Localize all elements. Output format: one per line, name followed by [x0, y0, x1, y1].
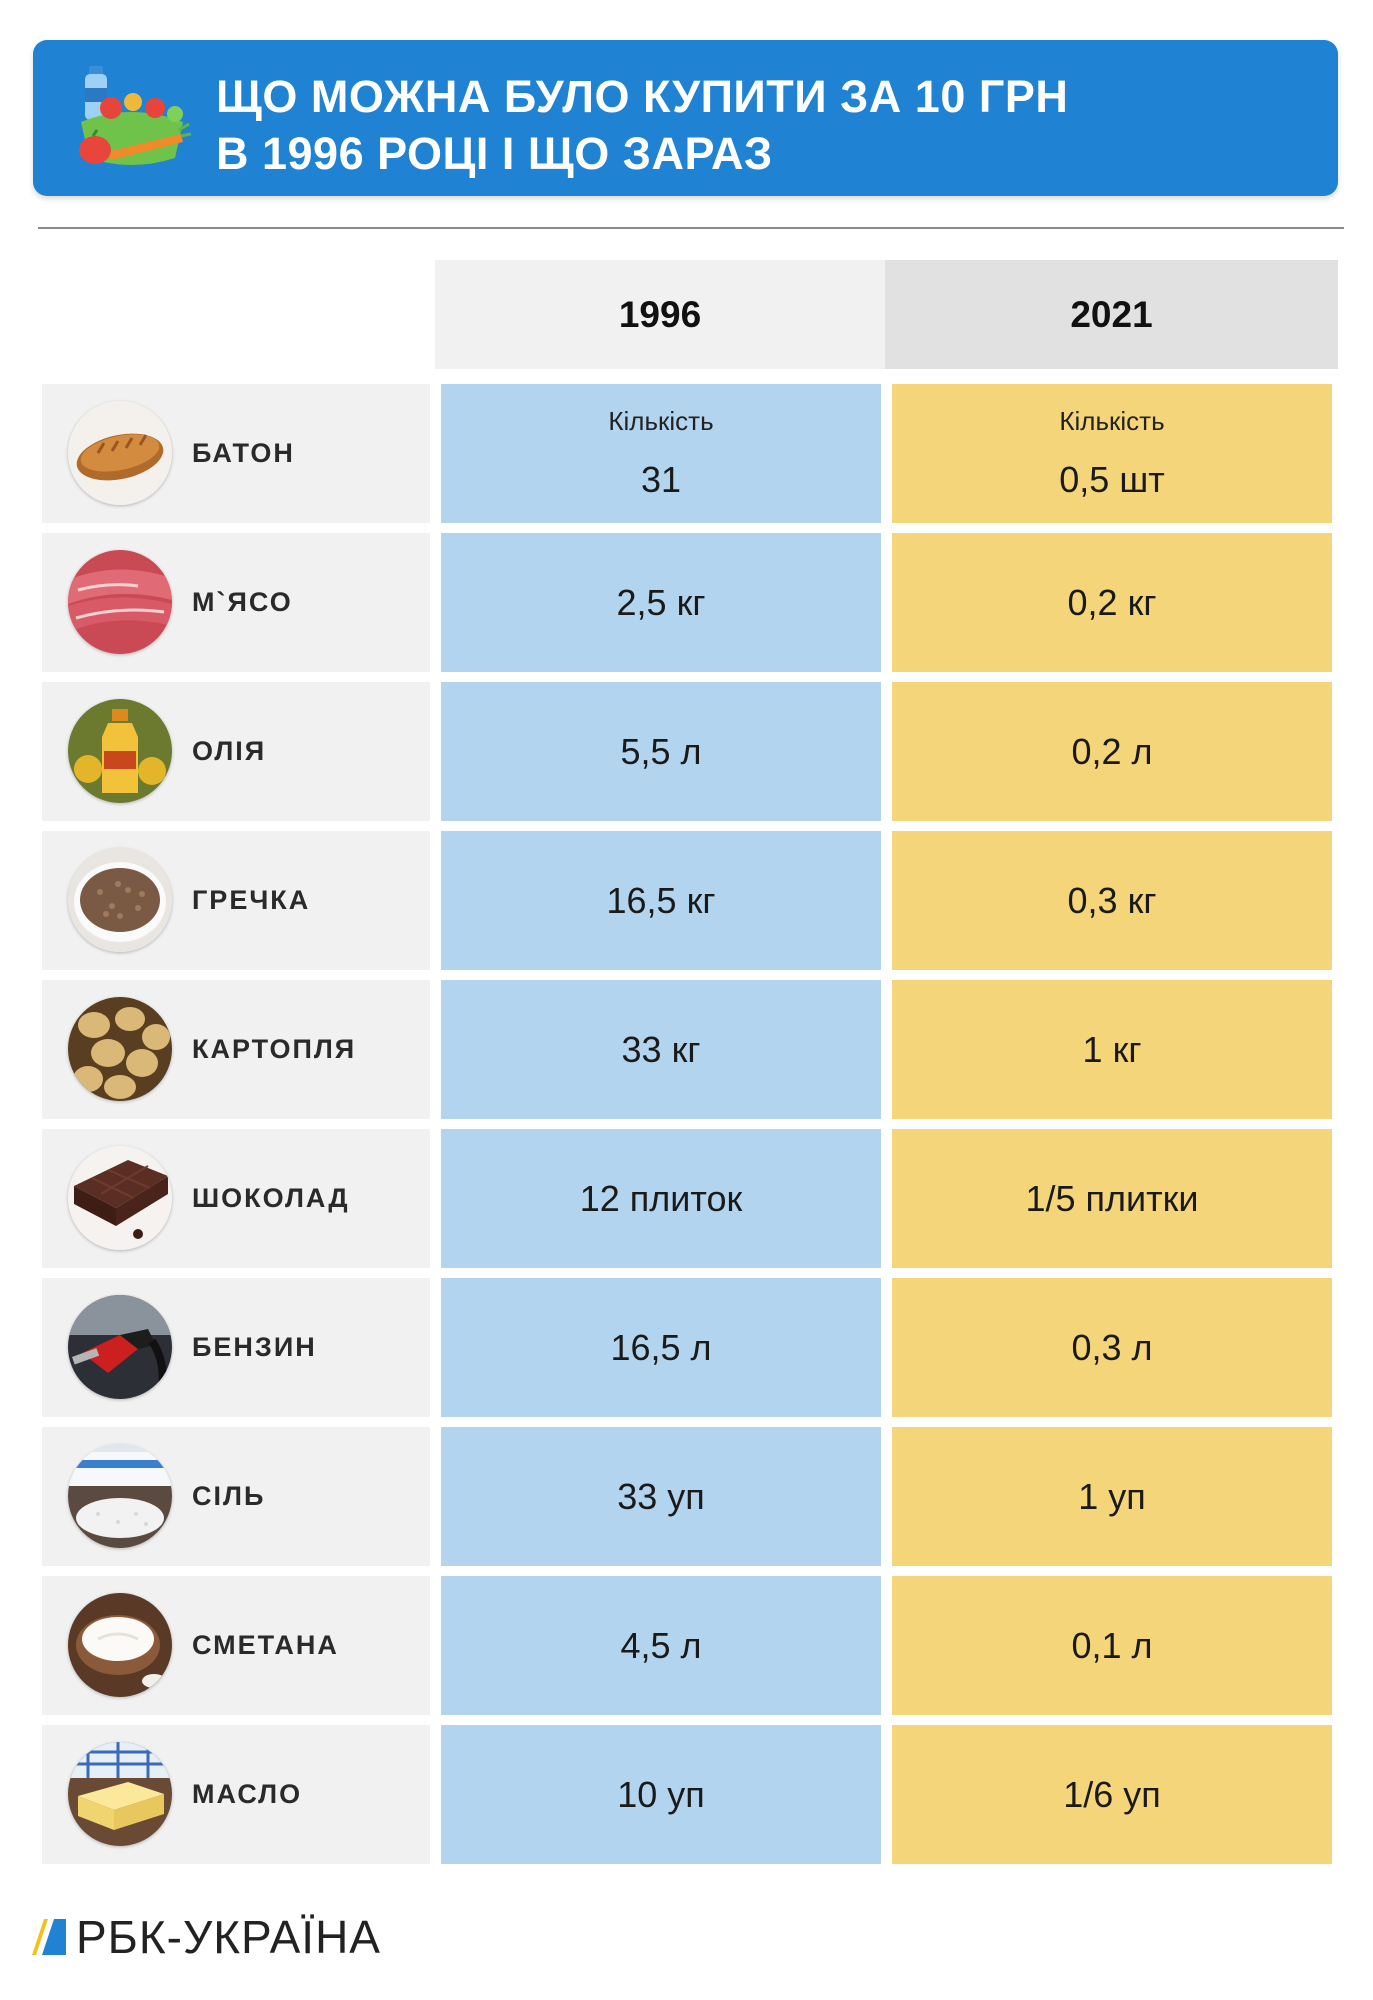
value-2021: 0,3 кг	[892, 831, 1332, 970]
value-2021-text: 1/5 плитки	[1025, 1177, 1199, 1219]
value-1996: 4,5 л	[441, 1576, 881, 1715]
value-1996-text: 2,5 кг	[616, 581, 706, 623]
item-label: СІЛЬ	[192, 1481, 266, 1511]
table-row: ГРЕЧКА 16,5 кг 0,3 кг	[0, 831, 1373, 970]
value-2021: 0,2 кг	[892, 533, 1332, 672]
item-label: СМЕТАНА	[192, 1630, 339, 1660]
value-2021: Кількість 0,5 шт	[892, 384, 1332, 523]
value-2021: 0,1 л	[892, 1576, 1332, 1715]
value-1996-text: 10 уп	[617, 1773, 705, 1815]
header-banner: ЩО МОЖНА БУЛО КУПИТИ ЗА 10 ГРН В 1996 РО…	[33, 40, 1338, 196]
value-2021-text: 0,3 л	[1071, 1326, 1153, 1368]
value-2021: 1/6 уп	[892, 1725, 1332, 1864]
fuel-nozzle-icon	[68, 1295, 172, 1399]
value-1996: 16,5 кг	[441, 831, 881, 970]
item-cell: М`ЯСО	[42, 533, 430, 672]
item-cell: ГРЕЧКА	[42, 831, 430, 970]
table-row: ОЛІЯ 5,5 л 0,2 л	[0, 682, 1373, 821]
item-label: БАТОН	[192, 438, 295, 468]
value-2021-text: 1 кг	[1082, 1028, 1142, 1070]
table-row: БЕНЗИН 16,5 л 0,3 л	[0, 1278, 1373, 1417]
salt-icon	[68, 1444, 172, 1548]
buckwheat-icon	[68, 848, 172, 952]
value-1996-text: 12 плиток	[579, 1177, 743, 1219]
item-cell: МАСЛО	[42, 1725, 430, 1864]
divider	[38, 227, 1344, 229]
item-cell: ОЛІЯ	[42, 682, 430, 821]
value-1996: Кількість 31	[441, 384, 881, 523]
item-label: МАСЛО	[192, 1779, 303, 1809]
butter-icon	[68, 1742, 172, 1846]
value-1996: 2,5 кг	[441, 533, 881, 672]
rbc-ukraine-logo[interactable]: РБК-УКРАЇНА	[32, 1911, 381, 1963]
value-2021-text: 0,3 кг	[1067, 879, 1157, 921]
value-1996: 16,5 л	[441, 1278, 881, 1417]
item-label: ГРЕЧКА	[192, 885, 311, 915]
quantity-label: Кількість	[1059, 406, 1165, 436]
value-1996-text: 16,5 кг	[606, 879, 716, 921]
chocolate-icon	[68, 1146, 172, 1250]
column-header-2021: 2021	[885, 260, 1338, 369]
item-label: КАРТОПЛЯ	[192, 1034, 357, 1064]
value-2021-text: 1 уп	[1078, 1475, 1146, 1517]
value-2021: 0,2 л	[892, 682, 1332, 821]
value-1996: 10 уп	[441, 1725, 881, 1864]
title-line-1: ЩО МОЖНА БУЛО КУПИТИ ЗА 10 ГРН	[216, 71, 1069, 122]
item-cell: БАТОН	[42, 384, 430, 523]
value-2021-text: 0,2 кг	[1067, 581, 1157, 623]
item-label: М`ЯСО	[192, 587, 293, 617]
table-row: М`ЯСО 2,5 кг 0,2 кг	[0, 533, 1373, 672]
table-row: БАТОН Кількість 31 Кількість 0,5 шт	[0, 384, 1373, 523]
value-1996: 5,5 л	[441, 682, 881, 821]
value-2021: 1 кг	[892, 980, 1332, 1119]
item-cell: БЕНЗИН	[42, 1278, 430, 1417]
value-1996-text: 31	[640, 459, 682, 500]
meat-icon	[68, 550, 172, 654]
value-1996: 33 кг	[441, 980, 881, 1119]
value-1996-text: 33 кг	[621, 1028, 701, 1070]
table-row: СІЛЬ 33 уп 1 уп	[0, 1427, 1373, 1566]
rbc-ukraine-logo-icon	[32, 1919, 66, 1955]
table-row: СМЕТАНА 4,5 л 0,1 л	[0, 1576, 1373, 1715]
column-header-1996: 1996	[435, 260, 885, 369]
item-label: ОЛІЯ	[192, 736, 267, 766]
bread-loaf-icon	[68, 401, 172, 505]
value-2021: 1 уп	[892, 1427, 1332, 1566]
item-cell: СМЕТАНА	[42, 1576, 430, 1715]
item-label: БЕНЗИН	[192, 1332, 317, 1362]
table-row: КАРТОПЛЯ 33 кг 1 кг	[0, 980, 1373, 1119]
page-title: ЩО МОЖНА БУЛО КУПИТИ ЗА 10 ГРН В 1996 РО…	[216, 68, 1316, 182]
value-2021: 1/5 плитки	[892, 1129, 1332, 1268]
value-2021-text: 0,2 л	[1071, 730, 1153, 772]
groceries-icon	[71, 62, 192, 174]
title-line-2: В 1996 РОЦІ І ЩО ЗАРАЗ	[216, 128, 773, 179]
value-2021: 0,3 л	[892, 1278, 1332, 1417]
value-1996-text: 16,5 л	[610, 1326, 712, 1368]
item-label: ШОКОЛАД	[192, 1183, 350, 1213]
logo-text: РБК-УКРАЇНА	[76, 1911, 381, 1963]
item-cell: СІЛЬ	[42, 1427, 430, 1566]
value-1996: 12 плиток	[441, 1129, 881, 1268]
value-1996-text: 4,5 л	[620, 1624, 702, 1666]
value-1996: 33 уп	[441, 1427, 881, 1566]
value-2021-text: 1/6 уп	[1063, 1773, 1161, 1815]
value-2021-text: 0,1 л	[1071, 1624, 1153, 1666]
potatoes-icon	[68, 997, 172, 1101]
value-1996-text: 33 уп	[617, 1475, 705, 1517]
sour-cream-icon	[68, 1593, 172, 1697]
quantity-label: Кількість	[608, 406, 714, 436]
item-cell: КАРТОПЛЯ	[42, 980, 430, 1119]
table-row: МАСЛО 10 уп 1/6 уп	[0, 1725, 1373, 1864]
oil-bottle-icon	[68, 699, 172, 803]
table-row: ШОКОЛАД 12 плиток 1/5 плитки	[0, 1129, 1373, 1268]
value-1996-text: 5,5 л	[620, 730, 702, 772]
value-2021-text: 0,5 шт	[1059, 459, 1165, 500]
item-cell: ШОКОЛАД	[42, 1129, 430, 1268]
